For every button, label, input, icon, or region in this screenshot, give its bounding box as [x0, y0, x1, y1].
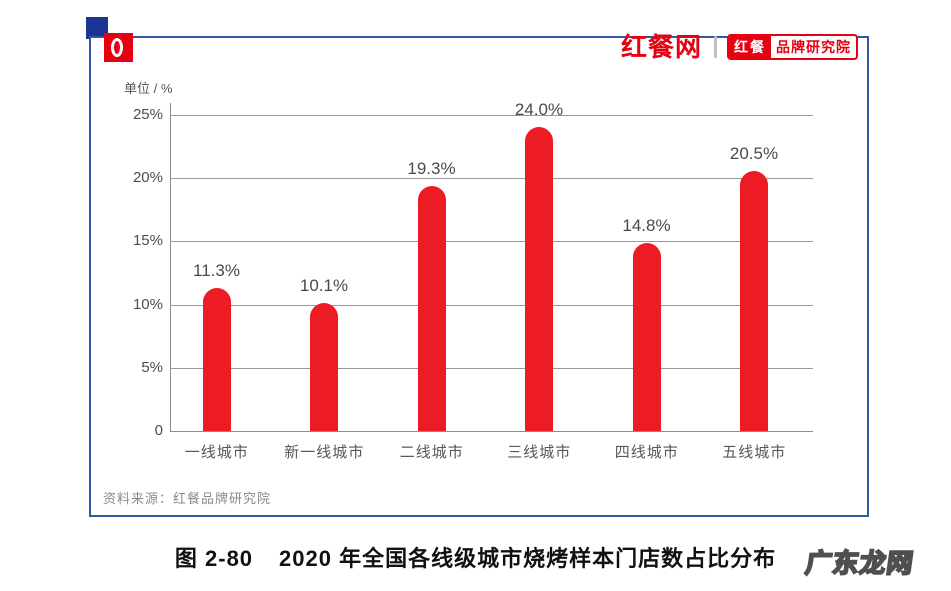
y-tick-15: 15%	[132, 232, 163, 249]
chart-frame	[89, 36, 869, 517]
bar-value-label: 20.5%	[729, 144, 779, 163]
bar-tier3	[525, 127, 553, 431]
gridline-10	[170, 305, 813, 306]
category-label: 四线城市	[614, 444, 679, 461]
category-label: 五线城市	[722, 444, 787, 461]
bars-container: 11.3% 10.1% 19.3% 24.0% 14.8% 20.5%	[163, 100, 808, 432]
bar-value-label: 19.3%	[407, 159, 456, 178]
data-source-note: 资料来源：红餐品牌研究院	[103, 491, 272, 506]
bar-group-tier4: 14.8%	[593, 103, 700, 431]
bar-tier2	[417, 186, 446, 431]
bar-tier4	[632, 243, 661, 431]
corner-decoration	[86, 17, 108, 39]
bar-group-new-tier1: 10.1%	[271, 103, 378, 431]
category-label: 二线城市	[399, 444, 464, 461]
brand-name: 红餐网	[620, 32, 702, 62]
x-axis-line	[170, 431, 813, 432]
bar-new-tier1	[310, 303, 338, 431]
bar-value-label: 10.1%	[299, 276, 349, 295]
bar-value-label: 24.0%	[514, 100, 564, 119]
bar-group-tier5: 20.5%	[701, 103, 808, 431]
bar-group-tier2: 19.3%	[378, 103, 485, 431]
category-label: 三线城市	[507, 444, 572, 461]
gridline-15	[170, 241, 813, 242]
y-tick-0: 0	[154, 422, 163, 439]
badge-left-label: 红餐	[729, 36, 771, 58]
bar-value-label: 11.3%	[193, 261, 240, 280]
y-tick-25: 25%	[132, 106, 163, 123]
y-axis-line	[170, 103, 171, 432]
bar-tier1	[202, 288, 231, 431]
bar-tier5	[740, 171, 768, 431]
y-tick-5: 5%	[141, 359, 163, 376]
gridline-5	[170, 368, 813, 369]
figure-number: 图 2-80	[174, 546, 254, 571]
gridline-25	[170, 115, 813, 116]
x-axis-category-labels: 一线城市 新一线城市 二线城市 三线城市 四线城市 五线城市	[163, 441, 808, 462]
category-label: 一线城市	[184, 444, 249, 461]
brand-badge: 红餐 品牌研究院	[727, 34, 858, 60]
bar-group-tier3: 24.0%	[486, 100, 593, 431]
separator-bar	[714, 36, 717, 58]
brand-header: 红餐网 红餐 品牌研究院	[621, 33, 858, 61]
figure-caption: 图 2-80 2020 年全国各线级城市烧烤样本门店数占比分布	[0, 541, 951, 573]
y-tick-10: 10%	[132, 296, 163, 313]
bar-group-tier1: 11.3%	[163, 103, 270, 431]
y-tick-20: 20%	[132, 169, 163, 186]
logo-ring-shape	[111, 38, 123, 57]
watermark-text: 广东龙网	[803, 547, 917, 579]
gridline-20	[170, 178, 813, 179]
bar-value-label: 14.8%	[622, 216, 671, 235]
hongcan-logo-icon	[104, 33, 133, 62]
plot-area	[170, 103, 813, 432]
figure-title: 2020 年全国各线级城市烧烤样本门店数占比分布	[279, 546, 777, 571]
badge-right-label: 品牌研究院	[776, 39, 851, 55]
y-axis-unit-label: 单位 / %	[124, 81, 173, 96]
category-label: 新一线城市	[284, 444, 365, 461]
